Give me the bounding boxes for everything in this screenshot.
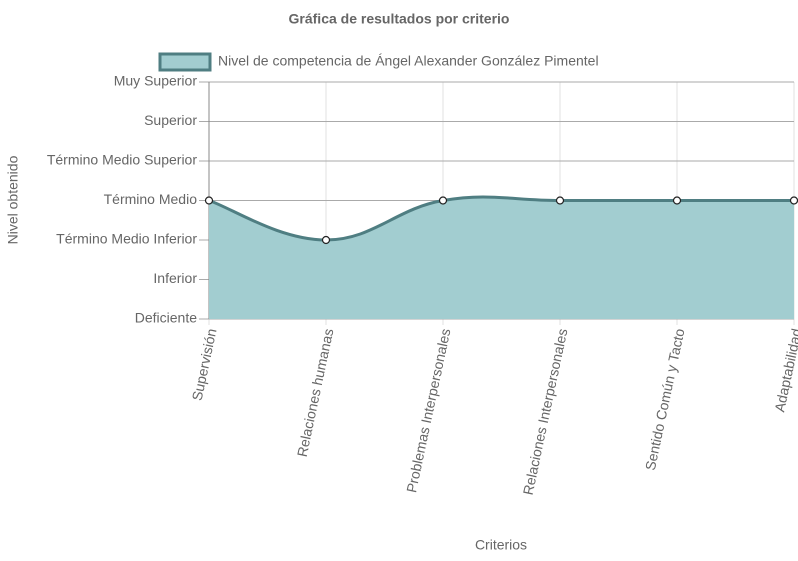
y-tick-label: Término Medio Inferior [56,231,197,247]
y-tick-label: Deficiente [135,310,197,326]
y-tick-label: Muy Superior [114,73,198,89]
data-point [321,235,331,245]
area-line [208,195,794,242]
y-tick-label: Superior [144,112,197,128]
data-point [555,196,565,205]
y-tick-label: Término Medio Superior [47,152,198,168]
x-axis-title: Criterios [475,537,527,553]
legend-swatch [158,52,212,72]
y-tick-label: Inferior [153,270,197,286]
x-tick-label: Problemas Interpersonales [403,327,453,494]
x-tick-label: Adaptabilidad [771,327,798,413]
chart-title: Gráfica de resultados por criterio [289,11,510,27]
data-point [789,196,798,205]
x-tick-label: Relaciones humanas [294,327,337,458]
x-tick-label: Sentido Común y Tacto [642,327,688,472]
y-axis-title: Nivel obtenido [5,155,21,244]
y-tick-label: Término Medio [104,191,198,207]
data-point [672,196,682,205]
data-point [438,196,448,205]
area-fill [209,196,794,319]
x-tick-label: Relaciones Interpersonales [520,327,571,496]
data-point [204,196,214,205]
legend-label: Nivel de competencia de Ángel Alexander … [218,53,599,69]
x-tick-label: Supervisión [189,327,220,402]
